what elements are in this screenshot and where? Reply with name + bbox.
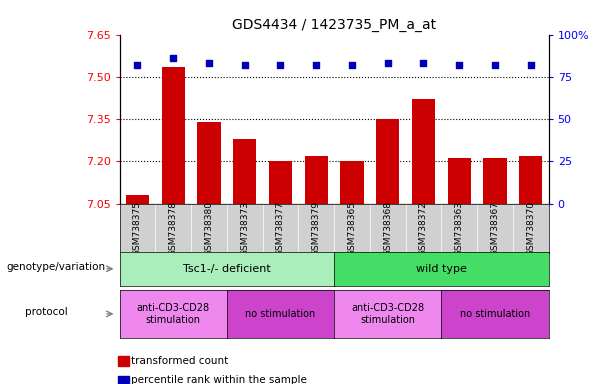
Point [454, 62, 464, 68]
Bar [197, 122, 221, 204]
Bar [412, 99, 435, 204]
Text: GSM738380: GSM738380 [204, 201, 213, 256]
Point [240, 62, 249, 68]
Bar [269, 161, 292, 204]
Bar [162, 67, 185, 204]
Point [419, 60, 428, 66]
Text: anti-CD3-CD28
stimulation: anti-CD3-CD28 stimulation [351, 303, 424, 325]
Text: GSM738377: GSM738377 [276, 201, 285, 256]
Text: genotype/variation: genotype/variation [6, 262, 105, 272]
Text: wild type: wild type [416, 264, 466, 274]
Text: no stimulation: no stimulation [460, 309, 530, 319]
Point [347, 62, 357, 68]
Text: GSM738378: GSM738378 [169, 201, 178, 256]
Bar [484, 159, 506, 204]
Text: Tsc1-/- deficient: Tsc1-/- deficient [183, 264, 271, 274]
Point [276, 62, 286, 68]
Bar [126, 195, 149, 204]
Point [168, 55, 178, 61]
Text: GSM738375: GSM738375 [133, 201, 142, 256]
Point [526, 62, 536, 68]
Point [490, 62, 500, 68]
Bar [305, 156, 328, 204]
Text: anti-CD3-CD28
stimulation: anti-CD3-CD28 stimulation [137, 303, 210, 325]
Text: GSM738372: GSM738372 [419, 201, 428, 256]
Bar [340, 161, 364, 204]
Bar [118, 356, 129, 366]
Text: GSM738370: GSM738370 [526, 201, 535, 256]
Text: GSM738365: GSM738365 [348, 201, 357, 256]
Point [204, 60, 214, 66]
Text: no stimulation: no stimulation [245, 309, 316, 319]
Bar [118, 376, 129, 384]
Bar [519, 156, 543, 204]
Point [383, 60, 392, 66]
Bar [376, 119, 399, 204]
Point [132, 62, 142, 68]
Text: percentile rank within the sample: percentile rank within the sample [131, 375, 307, 384]
Text: GSM738368: GSM738368 [383, 201, 392, 256]
Point [311, 62, 321, 68]
Text: GSM738367: GSM738367 [490, 201, 500, 256]
Bar [233, 139, 256, 204]
Text: GSM738363: GSM738363 [455, 201, 464, 256]
Text: protocol: protocol [25, 307, 67, 317]
Text: GSM738373: GSM738373 [240, 201, 249, 256]
Text: GSM738379: GSM738379 [311, 201, 321, 256]
Text: transformed count: transformed count [131, 356, 229, 366]
Bar [447, 159, 471, 204]
Title: GDS4434 / 1423735_PM_a_at: GDS4434 / 1423735_PM_a_at [232, 18, 436, 32]
